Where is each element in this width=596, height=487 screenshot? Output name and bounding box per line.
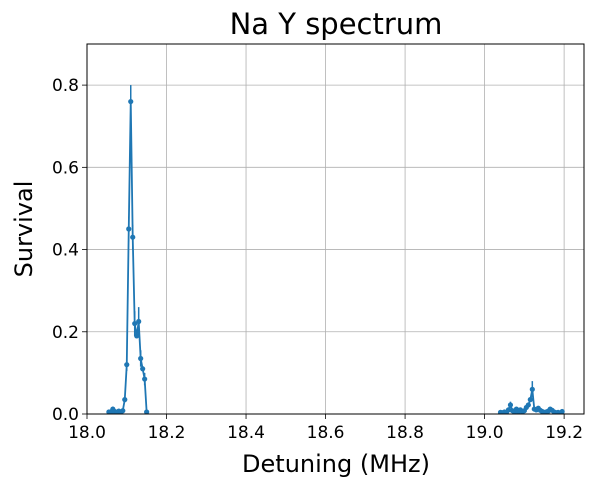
data-point [529, 386, 535, 392]
x-tick-label: 18.4 [227, 423, 265, 443]
data-point [132, 320, 138, 327]
data-point [142, 376, 148, 382]
y-axis: 0.0 0.2 0.4 0.6 0.8 [52, 76, 87, 425]
plot-frame [86, 43, 585, 415]
data-point [122, 397, 128, 403]
data-point [120, 408, 126, 414]
x-tick-label: 18.8 [386, 423, 424, 443]
y-tick-label: 0.4 [52, 241, 79, 261]
data-point [136, 318, 142, 325]
data-point [128, 98, 134, 105]
y-tick-label: 0.2 [52, 323, 79, 343]
x-tick-label: 18.6 [307, 423, 345, 443]
x-tick-label: 18.2 [148, 423, 186, 443]
y-tick-label: 0.0 [52, 405, 79, 425]
data-point [527, 397, 533, 403]
data-point [134, 333, 140, 339]
data-point [525, 402, 531, 408]
plot-area [106, 85, 565, 414]
data-point [144, 409, 150, 414]
data-point [507, 402, 514, 408]
x-axis-label: Detuning (MHz) [242, 450, 430, 478]
data-point [124, 362, 130, 368]
x-tick-label: 19.2 [545, 423, 583, 443]
data-point [130, 234, 136, 240]
y-axis-label: Survival [10, 181, 38, 278]
y-tick-label: 0.6 [52, 158, 79, 178]
chart-title: Na Y spectrum [230, 7, 443, 41]
data-point [505, 407, 512, 413]
data-point [559, 408, 565, 414]
data-point [140, 366, 146, 372]
data-point [138, 355, 144, 362]
grid [86, 44, 584, 415]
data-point [126, 226, 132, 232]
y-tick-label: 0.8 [52, 76, 79, 96]
x-axis: 18.0 18.2 18.4 18.6 18.8 19.0 19.2 [68, 414, 583, 443]
x-tick-label: 19.0 [466, 423, 504, 443]
x-tick-label: 18.0 [68, 423, 106, 443]
